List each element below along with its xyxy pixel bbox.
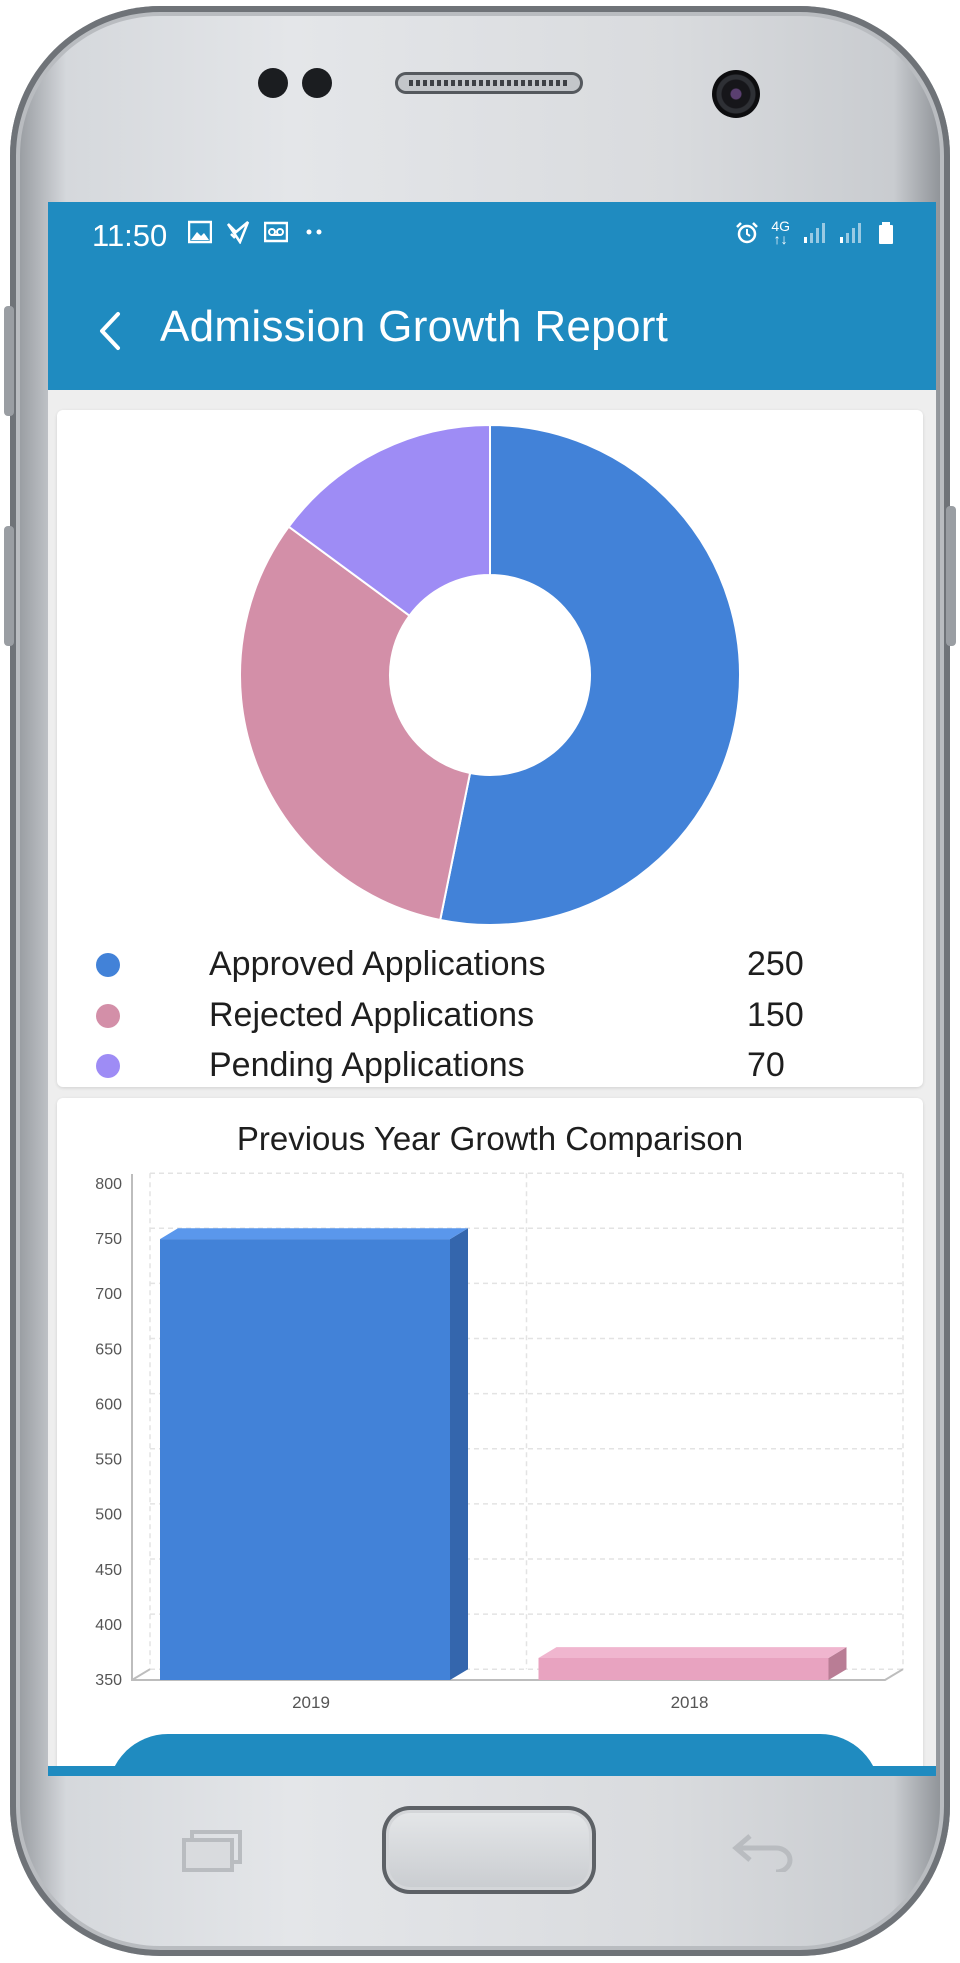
legend-value: 250 [747,945,804,983]
page-title: Admission Growth Report [160,302,669,351]
legend-value: 150 [747,996,804,1034]
y-tick-label: 450 [95,1562,122,1579]
check-flag-icon [226,221,250,244]
y-tick-label: 750 [95,1231,122,1248]
bixby-button [4,526,14,646]
legend-label: Approved Applications [209,945,546,983]
legend-dot-icon [96,1054,120,1078]
bar-chart-title: Previous Year Growth Comparison [236,1120,744,1157]
earpiece-speaker [395,72,583,94]
y-tick-label: 350 [95,1672,122,1689]
bar-2019[interactable] [160,1228,468,1680]
y-tick-label: 800 [95,1176,122,1193]
signal-icon [840,223,861,243]
battery-icon [879,222,893,244]
phone-frame: 11:50 4G ↑↓ Admission Growth Report [4,6,956,1956]
legend-item: Approved Applications 250 [57,940,923,990]
donut-slice-approved-applications[interactable] [439,423,741,926]
legend-value: 70 [747,1046,785,1084]
bottom-strip [48,1766,936,1776]
back-key-icon[interactable] [730,1828,800,1883]
bar-2018[interactable] [538,1647,847,1680]
status-icons-right: 4G ↑↓ [735,218,898,247]
recent-apps-icon[interactable] [180,1828,246,1883]
power-button [946,506,956,646]
growth-comparison-card: Previous Year Growth Comparison 800 750 70… [57,1098,923,1776]
chart-axes [131,1668,151,1681]
image-icon [188,220,212,244]
legend-dot-icon [96,953,120,977]
applications-summary-card: Approved Applications 250 Rejected Applica… [57,410,923,1087]
legend-item: Pending Applications 70 [57,1041,923,1091]
legend-label: Rejected Applications [209,996,535,1034]
sensor-icon [302,68,332,98]
status-icons-left [188,220,326,244]
home-button[interactable] [382,1806,596,1894]
donut-slice-pending-applications[interactable] [287,423,491,618]
y-tick-label: 700 [95,1286,122,1303]
legend-dot-icon [96,1004,120,1028]
y-tick-label: 600 [95,1396,122,1413]
more-dots-icon [306,229,322,235]
donut-slice-rejected-applications[interactable] [239,525,472,922]
y-tick-label: 400 [95,1617,122,1634]
x-tick-label: 2019 [292,1693,330,1712]
status-time: 11:50 [92,218,168,253]
voicemail-icon [264,221,288,243]
x-tick-label: 2018 [671,1693,709,1712]
screen: 11:50 4G ↑↓ Admission Growth Report [48,202,936,1776]
chart-axes [131,1174,904,1681]
legend-item: Rejected Applications 150 [57,991,923,1041]
chevron-left-icon[interactable] [88,306,138,356]
sensor-icon [258,68,288,98]
front-camera-icon [712,70,760,118]
y-tick-label: 500 [95,1507,122,1524]
y-tick-label: 550 [95,1452,122,1469]
donut-chart [239,423,741,926]
status-bar: 11:50 4G ↑↓ [48,202,936,272]
app-bar: Admission Growth Report [48,272,936,390]
y-tick-label: 650 [95,1341,122,1358]
legend-label: Pending Applications [209,1046,525,1084]
alarm-icon [736,222,759,244]
bar-chart: 800 750 700 650 600 550 500 450 400 350 2019 2018 [95,1172,904,1712]
volume-button [4,306,14,416]
network-4g-icon: 4G ↑↓ [771,218,790,247]
signal-icon [804,223,825,243]
